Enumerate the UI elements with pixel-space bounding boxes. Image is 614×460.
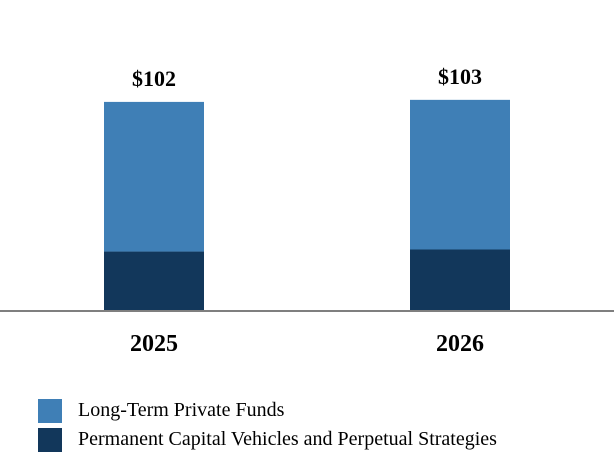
legend-swatch (38, 398, 62, 423)
legend-label: Permanent Capital Vehicles and Perpetual… (78, 428, 497, 450)
bar-segment-2025-long-term-private-funds (104, 101, 204, 252)
data-label-2025: $102 (132, 66, 176, 91)
data-label-2026: $103 (438, 64, 482, 89)
legend-label: Long-Term Private Funds (78, 399, 285, 421)
x-tick-label-2026: 2026 (436, 331, 484, 357)
bar-segment-2026-long-term-private-funds (410, 99, 510, 250)
bar-segment-2026-permanent-capital (410, 249, 510, 311)
bar-segment-2025-permanent-capital (104, 251, 204, 311)
legend-item-long-term-private-funds: Long-Term Private Funds (38, 396, 608, 425)
legend-swatch (38, 427, 62, 452)
x-tick-label-2025: 2025 (130, 331, 178, 357)
legend-item-permanent-capital: Permanent Capital Vehicles and Perpetual… (38, 425, 608, 454)
chart-legend: Long-Term Private Funds Permanent Capita… (38, 396, 608, 454)
